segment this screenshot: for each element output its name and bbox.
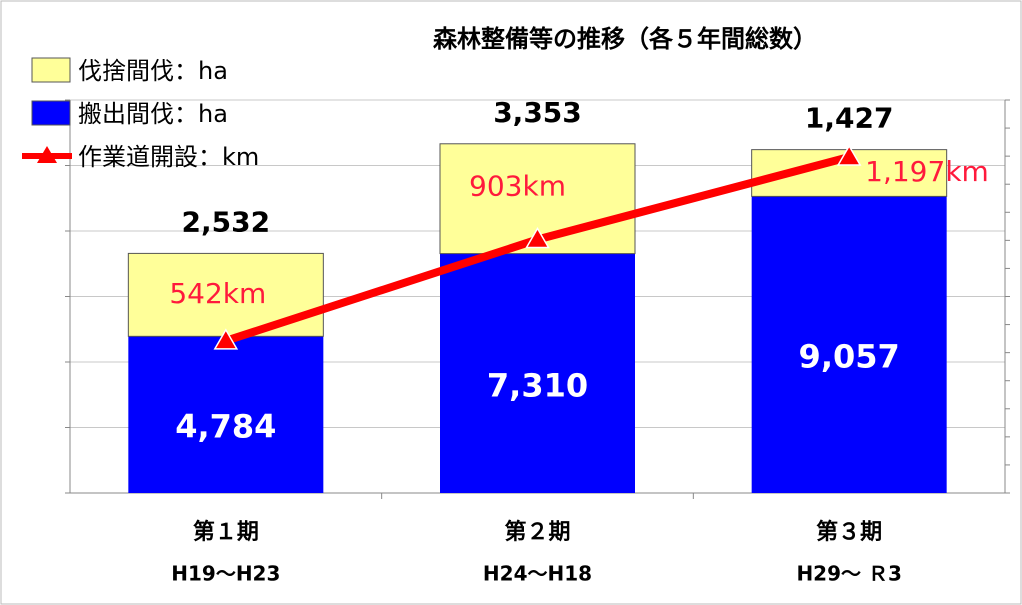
x-tick-label: H29～ Ｒ3 xyxy=(796,562,901,586)
chart-title: 森林整備等の推移（各５年間総数） xyxy=(433,25,817,53)
data-label: 2,532 xyxy=(182,205,271,238)
line-marker xyxy=(836,144,862,166)
data-label: 3,353 xyxy=(493,96,582,129)
line-marker xyxy=(213,328,239,350)
data-label: 1,427 xyxy=(805,102,894,135)
data-label: 9,057 xyxy=(799,338,900,376)
x-tick-label: 第３期 xyxy=(816,519,882,545)
legend-label: 作業道開設：km xyxy=(78,143,259,171)
bar-segment xyxy=(440,253,635,493)
x-tick-label: 第２期 xyxy=(504,519,570,545)
bar-segment xyxy=(751,196,947,494)
x-tick-label: H24～H18 xyxy=(483,562,592,586)
legend-label: 搬出間伐：ha xyxy=(78,100,228,128)
data-label: 7,310 xyxy=(487,366,588,404)
line-label: 1,197km xyxy=(865,155,989,188)
legend-marker xyxy=(37,146,57,163)
line-label: 903km xyxy=(469,170,566,203)
legend-label: 伐捨間伐：ha xyxy=(78,57,228,85)
x-tick-label: H19～H23 xyxy=(171,562,280,586)
line-label: 542km xyxy=(169,277,266,310)
data-label: 4,784 xyxy=(175,408,276,446)
x-tick-label: 第１期 xyxy=(193,519,259,545)
legend-swatch xyxy=(31,100,71,126)
legend-swatch xyxy=(31,57,71,83)
bar-segment xyxy=(128,336,324,493)
line-marker xyxy=(525,227,550,249)
